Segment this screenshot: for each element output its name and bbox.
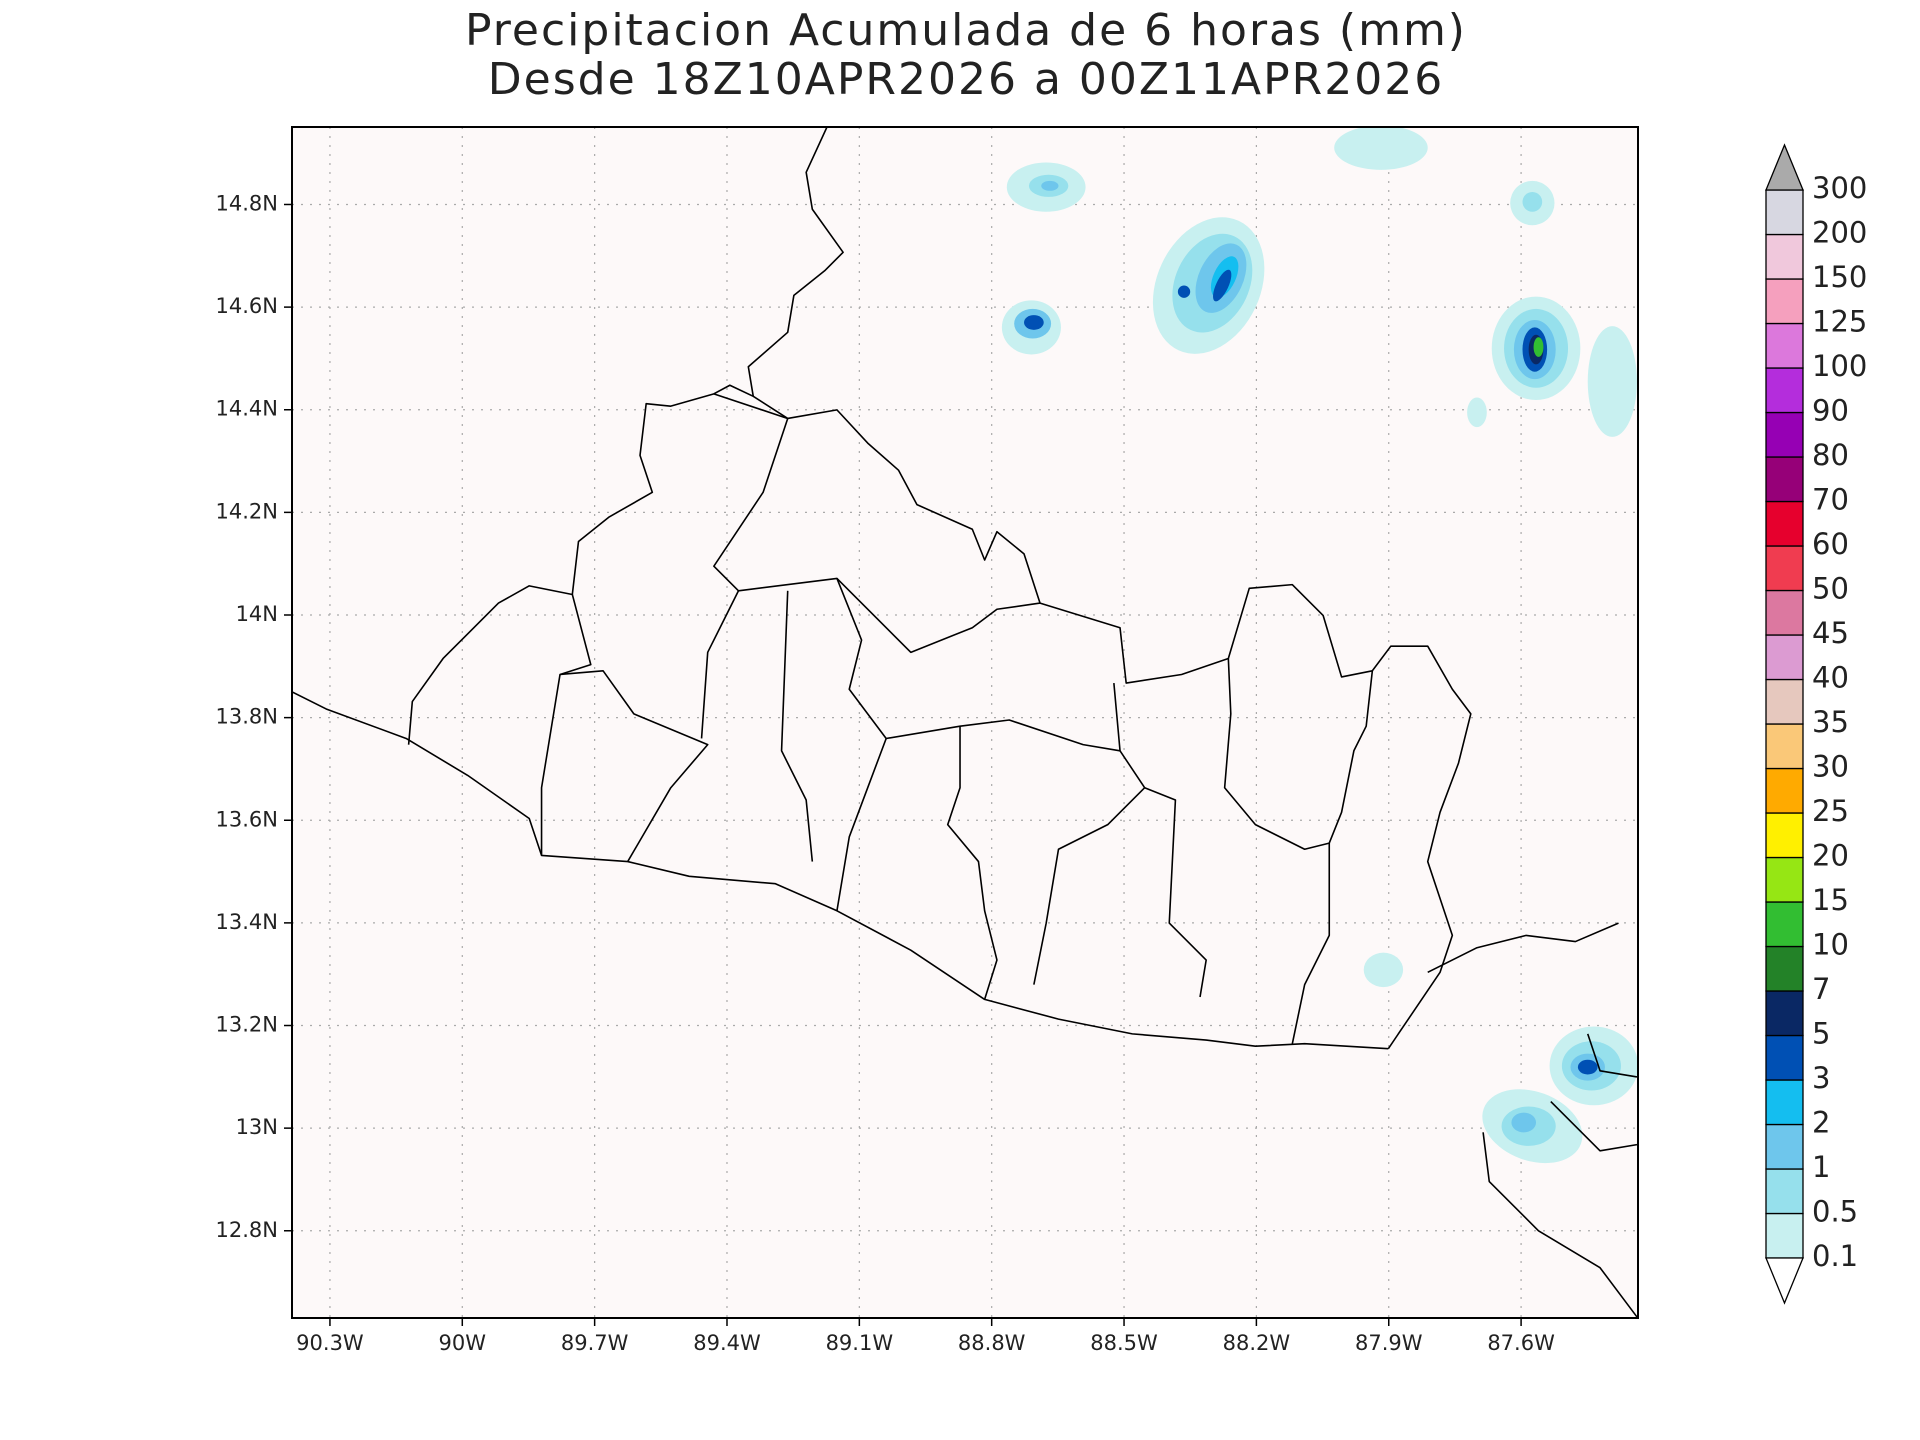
colorbar-label: 125	[1812, 305, 1867, 339]
colorbar-label: 300	[1812, 171, 1867, 205]
colorbar-label: 7	[1812, 972, 1830, 1006]
colorbar-box	[1765, 901, 1804, 948]
colorbar-box	[1765, 589, 1804, 636]
colorbar-label: 10	[1812, 928, 1849, 962]
colorbar-label: 5	[1812, 1017, 1830, 1051]
colorbar-label: 80	[1812, 438, 1849, 472]
x-tick-label: 89.7W	[561, 1331, 629, 1355]
colorbar-over	[1765, 143, 1804, 191]
colorbar-label: 200	[1812, 216, 1867, 250]
colorbar-label: 15	[1812, 883, 1849, 917]
colorbar-box	[1765, 1168, 1804, 1215]
colorbar-box	[1765, 678, 1804, 725]
y-tick-label: 14N	[236, 602, 278, 626]
y-tick-label: 13N	[236, 1115, 278, 1139]
y-tick-label: 14.4N	[216, 397, 278, 421]
colorbar-box	[1765, 1034, 1804, 1081]
colorbar-box	[1765, 767, 1804, 814]
colorbar-box	[1765, 1123, 1804, 1170]
colorbar-label: 35	[1812, 705, 1849, 739]
y-tick-label: 14.2N	[216, 499, 278, 523]
precipitation	[1001, 126, 1639, 1164]
axes: 90.3W 90W 89.7W 89.4W 89.1W 88.8W 88.5W 88.2W 87…	[216, 191, 1556, 1355]
colorbar-box	[1765, 545, 1804, 592]
y-tick-label: 13.6N	[216, 807, 278, 831]
x-tick-label: 90W	[439, 1331, 487, 1355]
x-tick-label: 89.4W	[693, 1331, 761, 1355]
colorbar: 0.10.51235710152025303540455060708090100…	[1765, 143, 1867, 1305]
plot-frame	[291, 126, 1639, 1319]
colorbar-label: 90	[1812, 394, 1849, 428]
x-tick-label: 88.8W	[958, 1331, 1026, 1355]
y-tick-label: 13.8N	[216, 705, 278, 729]
colorbar-label: 0.5	[1812, 1195, 1858, 1229]
subtitle: Desde 18Z10APR2026 a 00Z11APR2026	[488, 54, 1444, 105]
colorbar-box	[1765, 812, 1804, 859]
colorbar-under	[1765, 1257, 1804, 1305]
x-tick-label: 87.6W	[1487, 1331, 1555, 1355]
colorbar-label: 0.1	[1812, 1239, 1858, 1273]
plot-area	[292, 127, 1638, 1318]
x-tick-label: 88.5W	[1090, 1331, 1158, 1355]
colorbar-box	[1765, 322, 1804, 369]
colorbar-box	[1765, 411, 1804, 458]
colorbar-label: 20	[1812, 839, 1849, 873]
colorbar-box	[1765, 1079, 1804, 1126]
colorbar-label: 3	[1812, 1061, 1830, 1095]
colorbar-box	[1765, 456, 1804, 503]
title: Precipitacion Acumulada de 6 horas (mm)	[465, 5, 1467, 56]
y-tick-label: 14.6N	[216, 294, 278, 318]
colorbar-box	[1765, 634, 1804, 681]
colorbar-label: 70	[1812, 483, 1849, 517]
y-tick-label: 14.8N	[216, 191, 278, 215]
colorbar-label: 100	[1812, 349, 1867, 383]
x-tick-label: 87.9W	[1355, 1331, 1423, 1355]
y-tick-label: 12.8N	[216, 1218, 278, 1242]
colorbar-label: 150	[1812, 260, 1867, 294]
colorbar-label: 60	[1812, 527, 1849, 561]
x-tick-label: 90.3W	[296, 1331, 364, 1355]
y-tick-label: 13.4N	[216, 910, 278, 934]
colorbar-label: 30	[1812, 750, 1849, 784]
colorbar-label: 40	[1812, 661, 1849, 695]
x-tick-label: 89.1W	[826, 1331, 894, 1355]
colorbar-label: 45	[1812, 616, 1849, 650]
colorbar-label: 50	[1812, 572, 1849, 606]
y-tick-label: 13.2N	[216, 1013, 278, 1037]
map-layer	[291, 126, 1639, 1318]
colorbar-box	[1765, 723, 1804, 770]
colorbar-label: 25	[1812, 794, 1849, 828]
colorbar-box	[1765, 990, 1804, 1037]
colorbar-box	[1765, 189, 1804, 236]
colorbar-box	[1765, 500, 1804, 547]
colorbar-label: 1	[1812, 1150, 1830, 1184]
colorbar-box	[1765, 1212, 1804, 1259]
colorbar-box	[1765, 278, 1804, 325]
colorbar-label: 2	[1812, 1106, 1830, 1140]
boundaries	[291, 126, 1638, 1318]
colorbar-box	[1765, 367, 1804, 414]
colorbar-box	[1765, 856, 1804, 903]
colorbar-box	[1765, 233, 1804, 280]
colorbar-box	[1765, 945, 1804, 992]
x-tick-label: 88.2W	[1223, 1331, 1291, 1355]
